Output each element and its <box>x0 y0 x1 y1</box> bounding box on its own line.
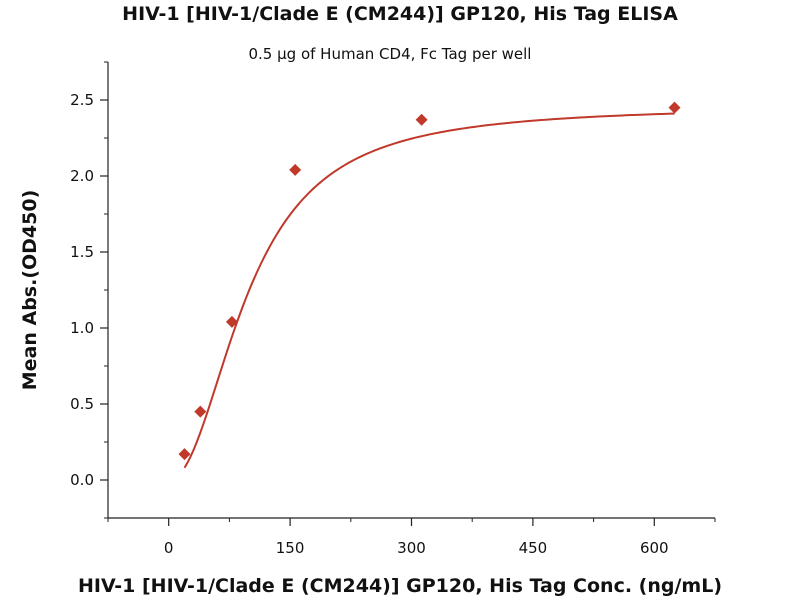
y-tick-label: 2.0 <box>70 167 94 185</box>
data-point-marker <box>415 113 428 126</box>
x-tick-label: 300 <box>397 539 426 557</box>
x-tick-label: 150 <box>276 539 305 557</box>
x-axis-title: HIV-1 [HIV-1/Clade E (CM244)] GP120, His… <box>78 575 722 597</box>
data-point-marker <box>194 405 207 418</box>
y-tick-label: 2.5 <box>70 91 94 109</box>
y-axis-ticks: 0.0 0.5 1.0 1.5 2.0 2.5 <box>70 61 108 519</box>
x-tick-label: 450 <box>519 539 548 557</box>
data-point-marker <box>225 315 238 328</box>
y-tick-label: 1.5 <box>70 243 94 261</box>
y-axis-title: Mean Abs.(OD450) <box>19 190 41 391</box>
y-tick-label: 0.5 <box>70 395 94 413</box>
fit-curve-layer <box>183 112 675 469</box>
chart-subtitle: 0.5 µg of Human CD4, Fc Tag per well <box>248 45 532 63</box>
y-tick-label: 0.0 <box>70 471 94 489</box>
data-points-layer <box>178 101 681 461</box>
axes <box>107 62 715 519</box>
fit-curve <box>183 112 675 469</box>
x-axis-ticks: 0 150 300 450 600 <box>107 518 716 557</box>
data-point-marker <box>668 101 681 114</box>
chart-title: HIV-1 [HIV-1/Clade E (CM244)] GP120, His… <box>122 3 678 25</box>
data-point-marker <box>178 448 191 461</box>
y-tick-label: 1.0 <box>70 319 94 337</box>
x-tick-label: 600 <box>640 539 669 557</box>
data-point-marker <box>289 163 302 176</box>
x-tick-label: 0 <box>164 539 174 557</box>
